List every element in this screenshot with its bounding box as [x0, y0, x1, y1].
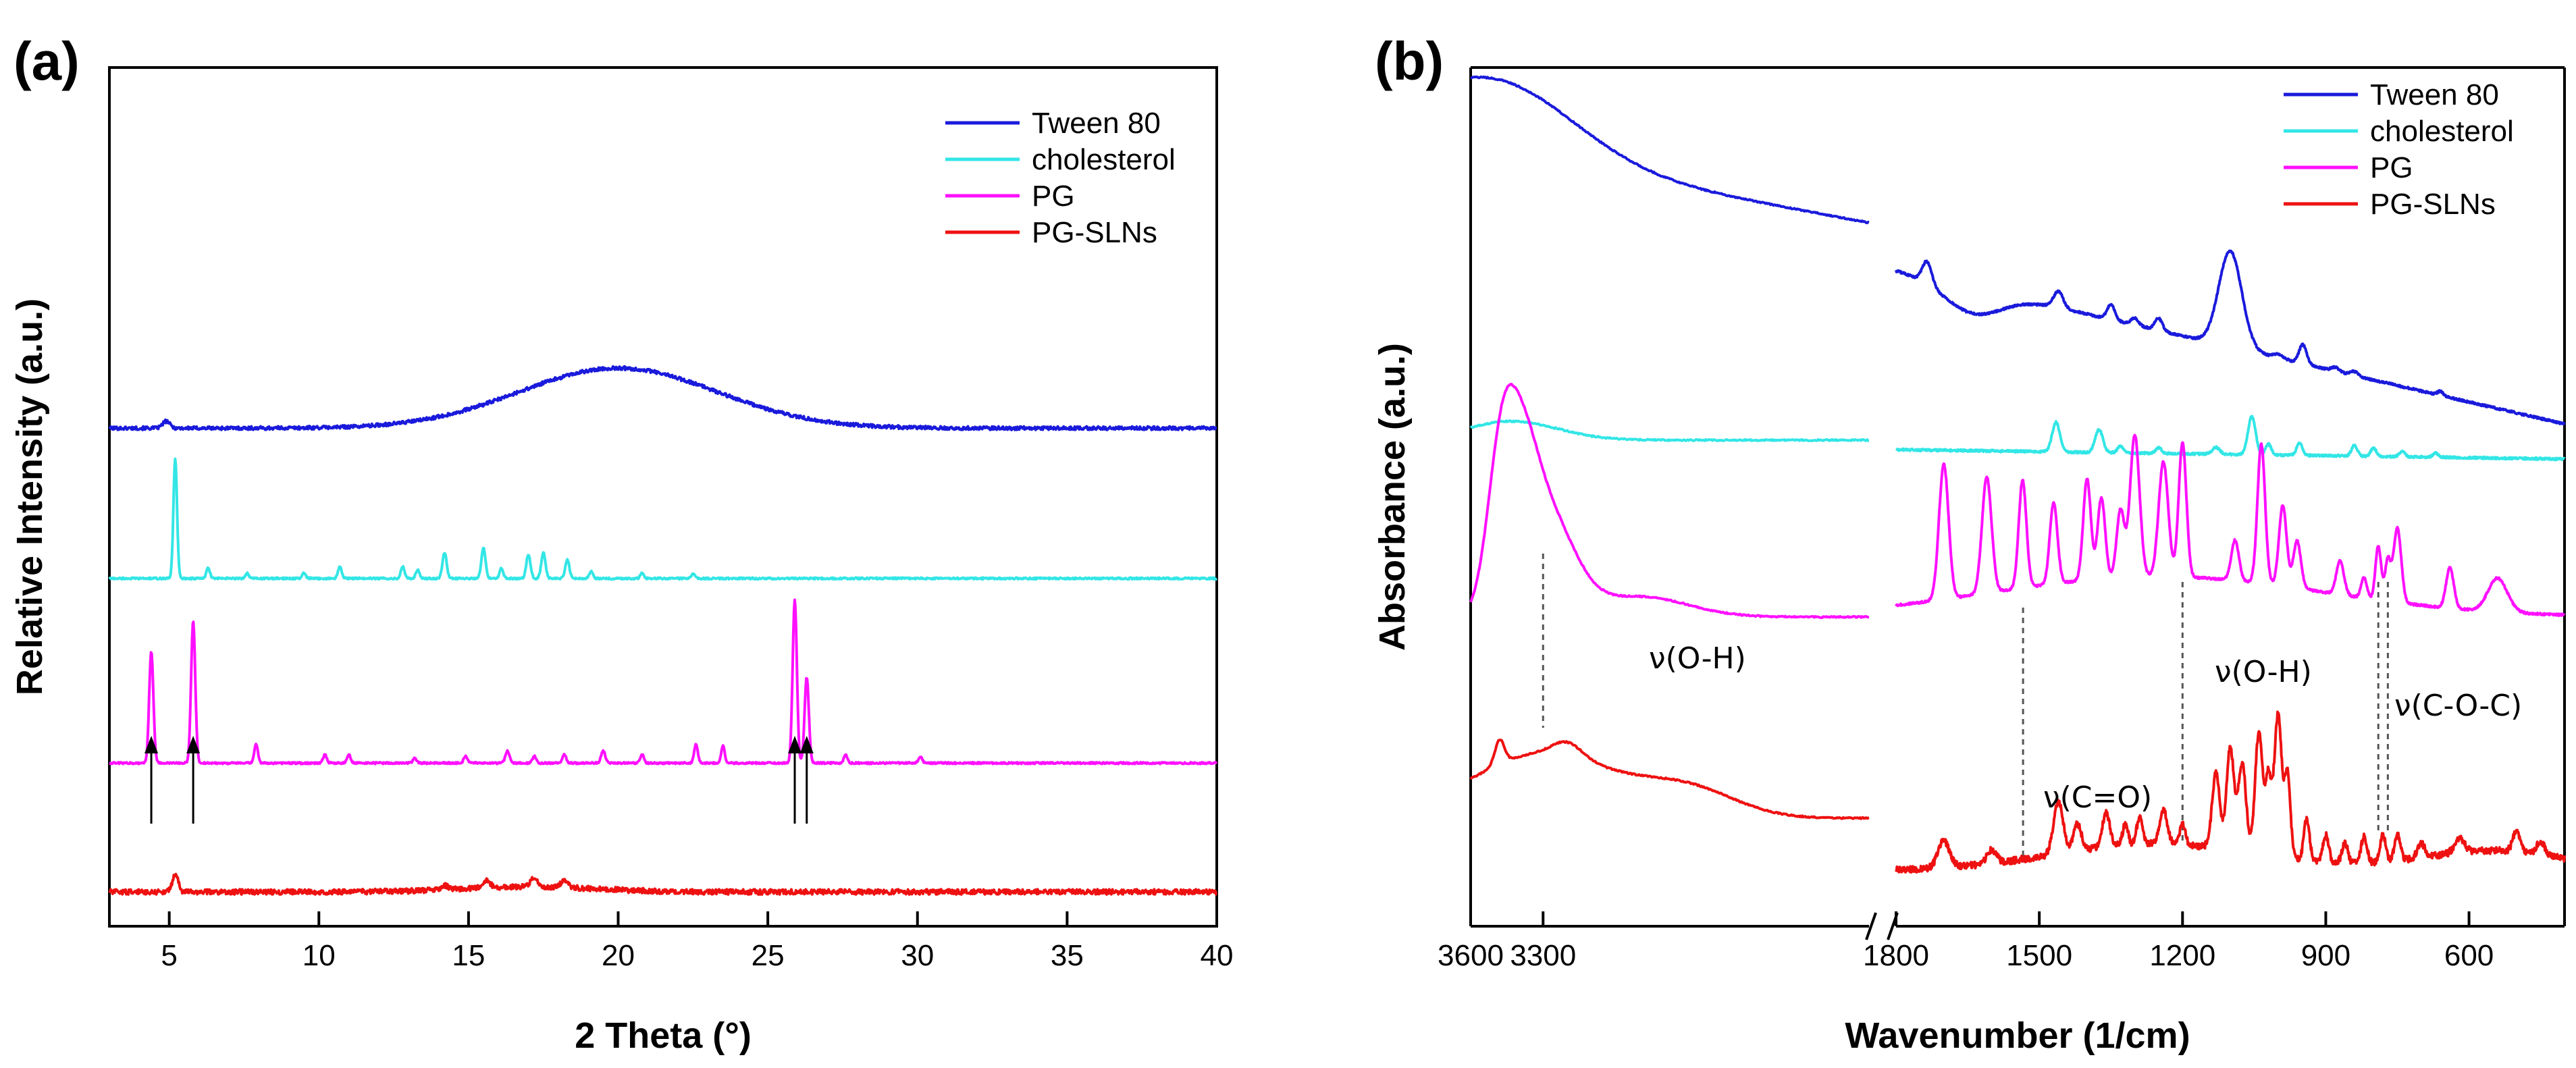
series-b-hi-pg-slns [1469, 739, 1870, 820]
x-axis-title-b: Wavenumber (1/cm) [1845, 1015, 2190, 1056]
peak-arrow-head-0 [144, 736, 159, 753]
legend-label-a-tween-80: Tween 80 [1032, 107, 1161, 140]
x-tick-label-a-25: 25 [752, 939, 785, 972]
series-b-hi-pg [1469, 383, 1870, 619]
series-b-hi-tween-80 [1470, 75, 1870, 225]
xrd-arrows [144, 736, 814, 824]
legend-label-a-pg: PG [1032, 180, 1075, 213]
legend-label-b-pg-slns: PG-SLNs [2370, 188, 2496, 221]
legend-label-b-tween-80: Tween 80 [2370, 78, 2499, 111]
panel-label-a: (a) [14, 31, 80, 91]
x-tick-label-b-1200: 1200 [2149, 939, 2215, 972]
series-b-hi-cholesterol [1469, 419, 1870, 442]
series-b-lo-cholesterol [1895, 415, 2566, 462]
x-tick-label-a-30: 30 [901, 939, 934, 972]
y-axis-title-a: Relative Intensity (a.u.) [9, 298, 50, 695]
annotation-0: ν(O-H) [1649, 641, 1746, 676]
series-a-pg-slns [108, 872, 1217, 896]
peak-arrow-head-1 [186, 736, 201, 753]
peak-arrow-head-2 [788, 736, 802, 753]
annotation-1: ν(C=O) [2043, 780, 2152, 815]
plot-frame-a [108, 66, 1218, 928]
peak-arrow-head-3 [799, 736, 814, 753]
series-a-tween-80 [108, 365, 1217, 431]
legend-label-b-pg: PG [2370, 151, 2413, 184]
x-tick-label-a-10: 10 [303, 939, 336, 972]
x-tick-label-b-1800: 1800 [1863, 939, 1929, 972]
panel-label-b: (b) [1375, 31, 1444, 91]
x-tick-label-b-900: 900 [2301, 939, 2350, 972]
ftir-dashes [1542, 554, 2389, 856]
x-tick-label-a-35: 35 [1051, 939, 1084, 972]
x-tick-label-b-1500: 1500 [2006, 939, 2072, 972]
ftir-series [1469, 75, 2566, 874]
ftir-ticks: 3600 3300 1800 1500 1200 900 600 [1438, 911, 2494, 972]
plot-frame-b [1469, 66, 2566, 928]
legend-label-a-pg-slns: PG-SLNs [1032, 216, 1157, 249]
x-axis-title-a: 2 Theta (°) [575, 1015, 752, 1056]
annotation-2: ν(O-H) [2215, 655, 2312, 689]
x-tick-label-b-3300: 3300 [1510, 939, 1576, 972]
x-tick-label-a-15: 15 [452, 939, 485, 972]
series-b-lo-tween-80 [1895, 249, 2566, 426]
xrd-ticks: 5 10 15 20 25 30 35 40 [161, 911, 1233, 972]
series-b-lo-pg-slns [1895, 710, 2566, 874]
x-tick-label-b-600: 600 [2444, 939, 2494, 972]
legend-label-a-cholesterol: cholesterol [1032, 143, 1176, 176]
x-tick-label-a-5: 5 [161, 939, 177, 972]
series-a-cholesterol [108, 457, 1218, 581]
annotation-3: ν(C-O-C) [2394, 689, 2522, 723]
xrd-series [108, 365, 1218, 896]
axis-break-b [1865, 912, 1899, 940]
series-a-pg [109, 598, 1218, 766]
x-tick-label-b-3600: 3600 [1438, 939, 1504, 972]
x-tick-label-a-20: 20 [602, 939, 635, 972]
ftir-annotations: ν(O-H) ν(C=O) ν(O-H) ν(C-O-C) [1649, 641, 2522, 815]
series-b-lo-pg [1895, 433, 2566, 617]
legend-label-b-cholesterol: cholesterol [2370, 115, 2514, 148]
y-axis-title-b: Absorbance (a.u.) [1372, 343, 1413, 651]
x-tick-label-a-40: 40 [1201, 939, 1234, 972]
